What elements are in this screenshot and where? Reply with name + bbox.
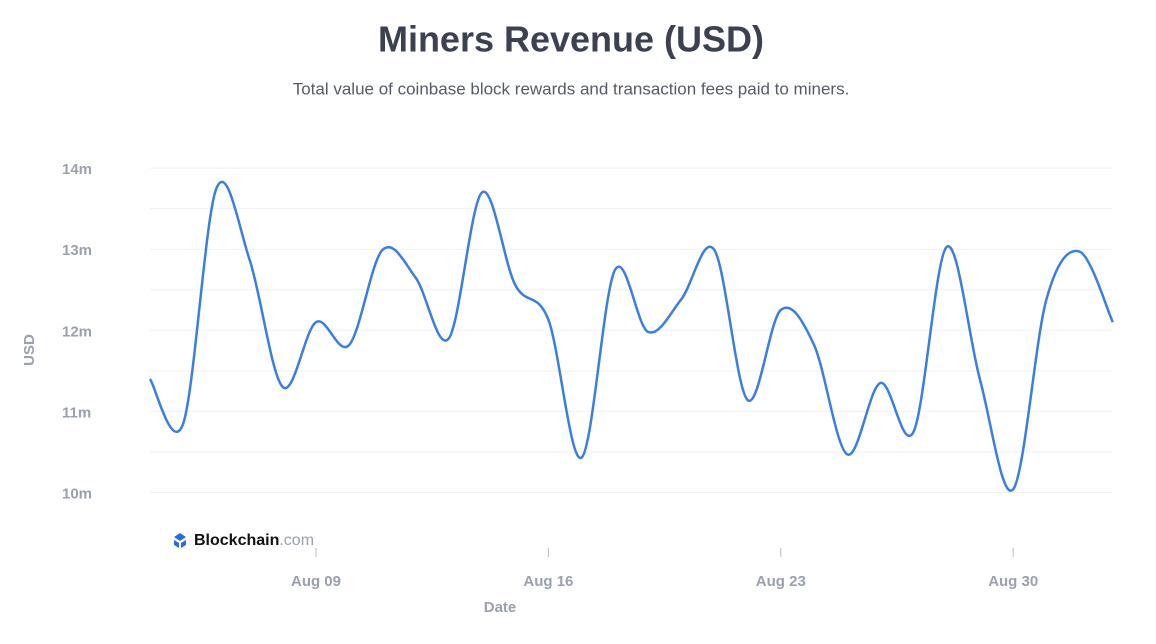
y-axis-label: USD <box>21 334 38 366</box>
y-tick-label: 12m <box>62 323 92 340</box>
watermark: Blockchain.com <box>174 532 314 549</box>
x-tick-label: Aug 23 <box>756 573 806 590</box>
brand: Blockchain <box>194 532 279 549</box>
x-axis-label: Date <box>484 599 517 616</box>
y-tick-label: 10m <box>62 485 92 502</box>
chart-title: Miners Revenue (USD) <box>378 19 764 60</box>
x-tick-label: Aug 09 <box>291 573 341 590</box>
brand-suffix: .com <box>279 532 314 549</box>
y-tick-label: 14m <box>62 161 92 178</box>
x-tick-label: Aug 30 <box>988 573 1038 590</box>
x-tick-label: Aug 16 <box>523 573 573 590</box>
chart-subtitle: Total value of coinbase block rewards an… <box>293 79 850 98</box>
watermark-text: Blockchain.com <box>194 532 314 549</box>
line <box>148 180 1114 492</box>
y-tick-label: 11m <box>62 404 91 421</box>
logo-icon <box>174 533 186 548</box>
y-tick-label: 13m <box>62 242 92 259</box>
